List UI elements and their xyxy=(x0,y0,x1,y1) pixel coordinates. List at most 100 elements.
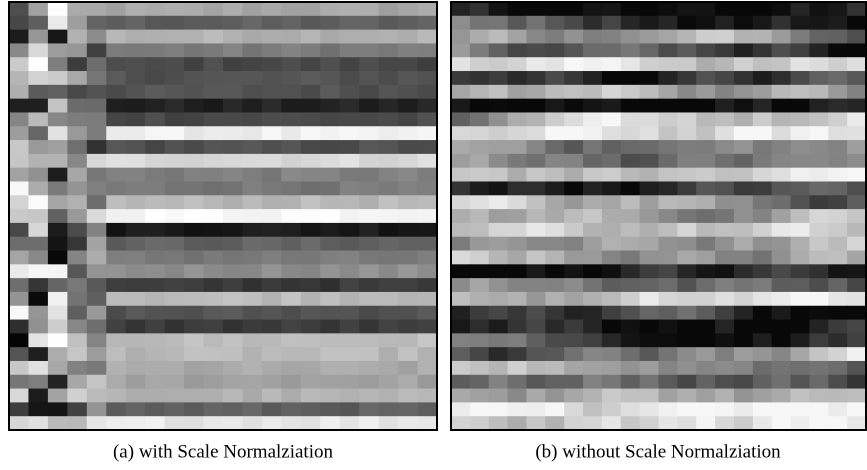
heatmap-cell xyxy=(790,57,810,72)
heatmap-cell xyxy=(106,140,127,155)
heatmap-cell xyxy=(601,209,622,224)
heatmap-cell xyxy=(261,222,282,238)
heatmap-cell xyxy=(526,291,546,307)
heatmap-cell xyxy=(451,319,471,334)
heatmap-cell xyxy=(300,29,321,44)
heatmap-cell xyxy=(223,360,243,376)
heatmap-cell xyxy=(398,347,419,362)
heatmap-cell xyxy=(620,278,641,293)
heatmap-cell xyxy=(620,374,641,390)
heatmap-cell xyxy=(242,84,263,100)
heatmap-cell xyxy=(417,264,438,279)
heatmap-cell xyxy=(583,181,603,196)
heatmap-cell xyxy=(733,153,754,169)
heatmap-cell xyxy=(639,264,659,279)
heatmap-cell xyxy=(677,291,697,307)
heatmap-cell xyxy=(583,84,603,100)
heatmap-cell xyxy=(564,222,584,238)
heatmap-cell xyxy=(378,195,399,210)
heatmap-cell xyxy=(658,153,678,169)
heatmap-cell xyxy=(507,2,527,17)
heatmap-cell xyxy=(223,278,243,293)
heatmap-cell xyxy=(488,291,509,307)
heatmap-cell xyxy=(790,209,810,224)
heatmap-cell xyxy=(545,402,565,417)
heatmap-cell xyxy=(847,222,867,238)
heatmap-cell xyxy=(790,181,810,196)
heatmap-cell xyxy=(715,84,735,100)
heatmap-cell xyxy=(469,29,490,44)
heatmap-cell xyxy=(417,153,438,169)
heatmap-cell xyxy=(86,126,107,141)
heatmap-cell xyxy=(583,153,603,169)
heatmap-cell xyxy=(398,167,419,182)
heatmap-cell xyxy=(469,416,490,431)
heatmap-cell xyxy=(320,319,341,334)
heatmap-cell xyxy=(9,195,29,210)
heatmap-cell xyxy=(696,153,716,169)
heatmap-cell xyxy=(281,333,302,348)
heatmap-cell xyxy=(677,57,697,72)
heatmap-cell xyxy=(658,84,678,100)
heatmap-cell xyxy=(281,153,302,169)
heatmap-cell xyxy=(564,333,584,348)
heatmap-cell xyxy=(164,347,185,362)
heatmap-cell xyxy=(752,347,773,362)
heatmap-cell xyxy=(507,236,527,252)
heatmap-cell xyxy=(733,140,754,155)
heatmap-cell xyxy=(526,319,546,334)
heatmap-cell xyxy=(488,222,509,238)
heatmap-cell xyxy=(125,167,146,182)
heatmap-cell xyxy=(469,112,490,127)
heatmap-cell xyxy=(469,347,490,362)
heatmap-cell xyxy=(203,416,224,431)
heatmap-cell xyxy=(300,388,321,403)
heatmap-cell xyxy=(620,319,641,334)
heatmap-cell xyxy=(86,305,107,321)
heatmap-cell xyxy=(771,126,792,141)
heatmap-cell xyxy=(47,71,68,86)
heatmap-cell xyxy=(145,98,166,113)
heatmap-cell xyxy=(378,209,399,224)
heatmap-cell xyxy=(658,374,678,390)
heatmap-cell xyxy=(564,360,584,376)
heatmap-cell xyxy=(125,209,146,224)
heatmap-cell xyxy=(790,15,810,31)
heatmap-cell xyxy=(125,153,146,169)
heatmap-cell xyxy=(164,98,185,113)
heatmap-cell xyxy=(320,278,341,293)
heatmap-cell xyxy=(583,98,603,113)
heatmap-cell xyxy=(300,222,321,238)
caption: (b) without Scale Normalziation xyxy=(535,441,781,462)
heatmap-cell xyxy=(733,236,754,252)
heatmap-cell xyxy=(125,43,146,58)
heatmap-cell xyxy=(564,291,584,307)
heatmap-cell xyxy=(223,126,243,141)
heatmap-cell xyxy=(601,167,622,182)
heatmap-cell xyxy=(359,402,380,417)
heatmap-cell xyxy=(378,250,399,265)
heatmap-cell xyxy=(601,15,622,31)
heatmap-cell xyxy=(488,360,509,376)
heatmap-cell xyxy=(639,374,659,390)
heatmap-cell xyxy=(203,167,224,182)
heatmap-cell xyxy=(488,333,509,348)
heatmap-cell xyxy=(809,388,829,403)
heatmap-cell xyxy=(223,195,243,210)
heatmap-cell xyxy=(583,305,603,321)
heatmap-cell xyxy=(790,153,810,169)
heatmap-cell xyxy=(359,347,380,362)
heatmap-cell xyxy=(28,250,49,265)
heatmap-cell xyxy=(715,388,735,403)
heatmap-cell xyxy=(67,209,88,224)
heatmap-cell xyxy=(320,250,341,265)
heatmap-cell xyxy=(677,305,697,321)
heatmap-cell xyxy=(639,222,659,238)
heatmap-cell xyxy=(300,333,321,348)
heatmap-cell xyxy=(733,278,754,293)
heatmap-cell xyxy=(620,305,641,321)
heatmap-cell xyxy=(184,140,205,155)
heatmap-cell xyxy=(47,388,68,403)
heatmap-cell xyxy=(184,29,205,44)
heatmap-cell xyxy=(320,84,341,100)
